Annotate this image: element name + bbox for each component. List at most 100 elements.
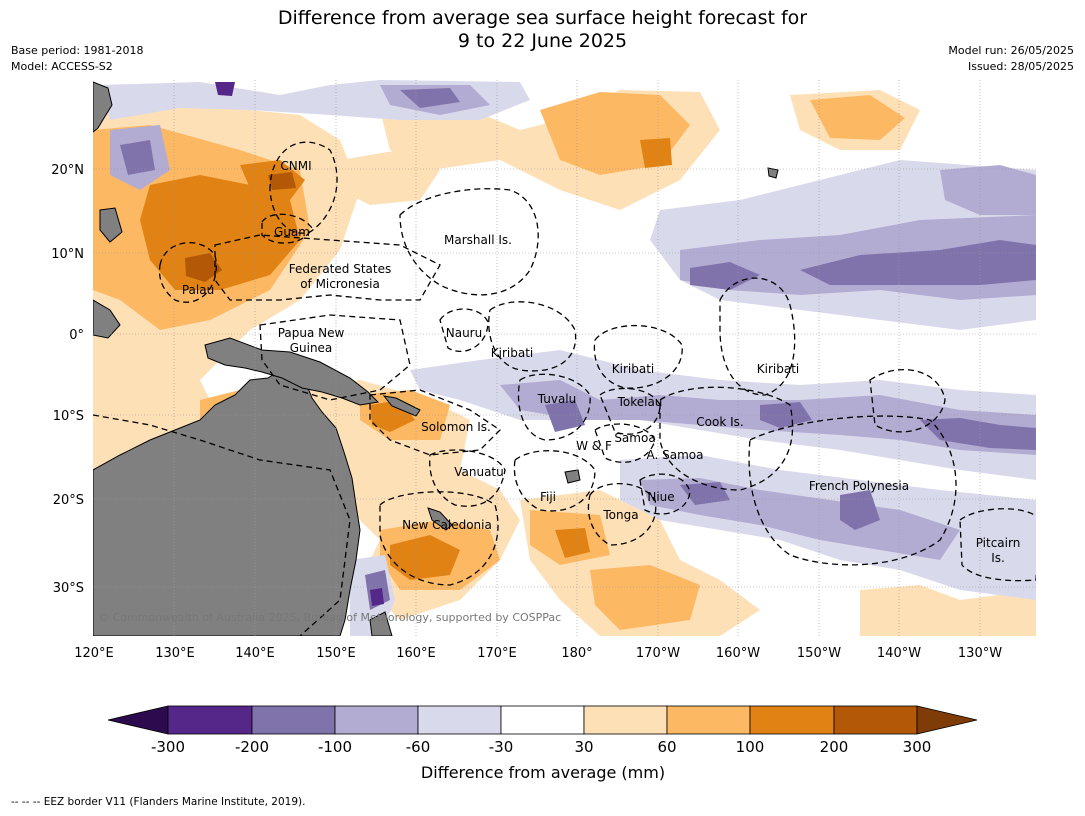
lon-tick-label: 140°E [235,646,275,661]
eez-legend-footnote: -- -- -- EEZ border V11 (Flanders Marine… [11,796,306,808]
anomaly-darkpurple-tuvalu [545,400,585,432]
label-png-2: Guinea [290,341,333,355]
eez-border-solomon [369,389,502,456]
colorbar-bin [666,705,751,735]
colorbar-tick-label: -30 [489,738,514,756]
eez-border-new-caledonia [379,491,499,586]
eez-border-french-polynesia [748,415,957,566]
map-panel: CNMI Guam Marshall Is. Federated States … [93,80,1036,636]
label-new-caledonia: New Caledonia [402,518,492,532]
anomaly-midorange-ne [810,95,905,140]
label-nauru: Nauru [446,326,482,340]
label-cook: Cook Is. [696,415,743,429]
lon-tick-label: 170°W [636,646,680,661]
label-tokelau: Tokelau [617,395,663,409]
label-png-1: Papua New [278,326,345,340]
colorbar-bin [749,705,835,735]
colorbar-tick-label: -100 [318,738,352,756]
anomaly-brown-cnmi [268,172,296,190]
landmasses [93,81,779,636]
model-name: Model: ACCESS-S2 [11,60,113,73]
label-samoa: Samoa [614,431,655,445]
colorbar-bin [251,705,336,735]
eez-border-vanuatu [429,449,506,507]
issued-date: Issued: 28/05/2025 [967,60,1074,73]
colorbar-tick-label: 300 [903,738,932,756]
label-guam: Guam [274,225,310,239]
lon-tick-label: 160°E [396,646,436,661]
solomon-islands [382,395,421,417]
chart-title: Difference from average sea surface heig… [0,7,1085,53]
eez-border-palau [158,242,217,303]
label-pitcairn-1: Pitcairn [976,536,1021,550]
lat-tick-label: 20°S [53,493,84,508]
lon-tick-label: 180° [561,646,592,661]
eez-border-cook [659,386,794,491]
colorbar-tick-label: 60 [657,738,676,756]
label-fsm-1: Federated States [289,262,391,276]
colorbar-bin [500,705,585,735]
colorbar: -300 -200 -100 -60 -30 30 60 100 200 300… [107,705,978,782]
colorbar-tick-labels: -300 -200 -100 -60 -30 30 60 100 200 300 [151,738,931,756]
label-kiribati-east: Kiribati [757,362,799,376]
anomaly-deeppurple-north [215,82,235,96]
label-tuvalu: Tuvalu [537,392,577,406]
colorbar-tick-label: -300 [151,738,185,756]
place-labels: CNMI Guam Marshall Is. Federated States … [182,159,1020,565]
graticule [93,80,1036,636]
base-period: Base period: 1981-2018 [11,44,144,57]
eez-border-samoa [594,423,656,463]
label-pitcairn-2: Is. [991,551,1005,565]
model-run: Model run: 26/05/2025 [948,44,1074,57]
colorbar-title: Difference from average (mm) [421,763,665,782]
lon-tick-label: 140°W [877,646,921,661]
label-niue: Niue [647,490,674,504]
lon-tick-label: 170°E [477,646,517,661]
label-fiji: Fiji [540,490,556,504]
eez-border-kiribati-east [719,277,796,396]
anomaly-deeppurple-aus [370,588,384,606]
eez-border-australia [93,414,351,636]
anomaly-midorange-se [590,565,700,630]
eez-border-tuvalu [517,373,591,441]
colorbar-bin [417,705,502,735]
eez-border-kiribati-west [488,301,577,372]
lon-tick-label: 120°E [74,646,114,661]
colorbar-bin [334,705,419,735]
lat-tick-label: 20°N [51,163,84,178]
label-tonga: Tonga [602,508,638,522]
colorbar-extend-max [916,705,978,735]
eez-border-cnmi [269,141,338,234]
borneo-landmass [93,299,121,339]
anomaly-darkpurple-east [690,262,760,290]
colorbar-extend-min [107,705,169,735]
lon-tick-label: 130°E [155,646,195,661]
lat-axis-labels: 20°N 10°N 0° 10°S 20°S 30°S [51,163,84,596]
anomaly-darkpurple-fp [840,490,880,530]
eez-border-fiji [513,450,596,512]
lon-tick-label: 130°W [958,646,1002,661]
label-cnmi: CNMI [280,159,311,173]
anomaly-lightorange-nc [340,150,440,205]
lon-tick-label: 160°W [716,646,760,661]
eez-border-east-fp [869,368,946,433]
label-solomon: Solomon Is. [421,420,491,434]
anomaly-darkpurple-east3 [920,418,1036,450]
anomaly-brown-palau [185,253,222,282]
eez-border-tokelau [599,387,661,435]
lat-tick-label: 30°S [53,581,84,596]
copyright-credit: © Commonwealth of Australia 2025, Bureau… [98,611,561,624]
colorbar-bin [167,705,253,735]
title-line-1: Difference from average sea surface heig… [277,7,808,29]
colorbar-tick-label: -60 [406,738,431,756]
meta-right: Model run: 26/05/2025 Issued: 28/05/2025 [948,43,1074,75]
eez-border-marshall [399,188,539,296]
anomaly-midpurple-ne [940,165,1036,215]
colorbar-tick-label: -200 [235,738,269,756]
new-caledonia-island [427,507,453,531]
new-guinea-landmass [204,337,380,406]
colorbar-bin [833,705,918,735]
anomaly-darkorange-s [555,528,590,558]
eez-border-niue [639,473,691,515]
lon-tick-label: 150°W [797,646,841,661]
